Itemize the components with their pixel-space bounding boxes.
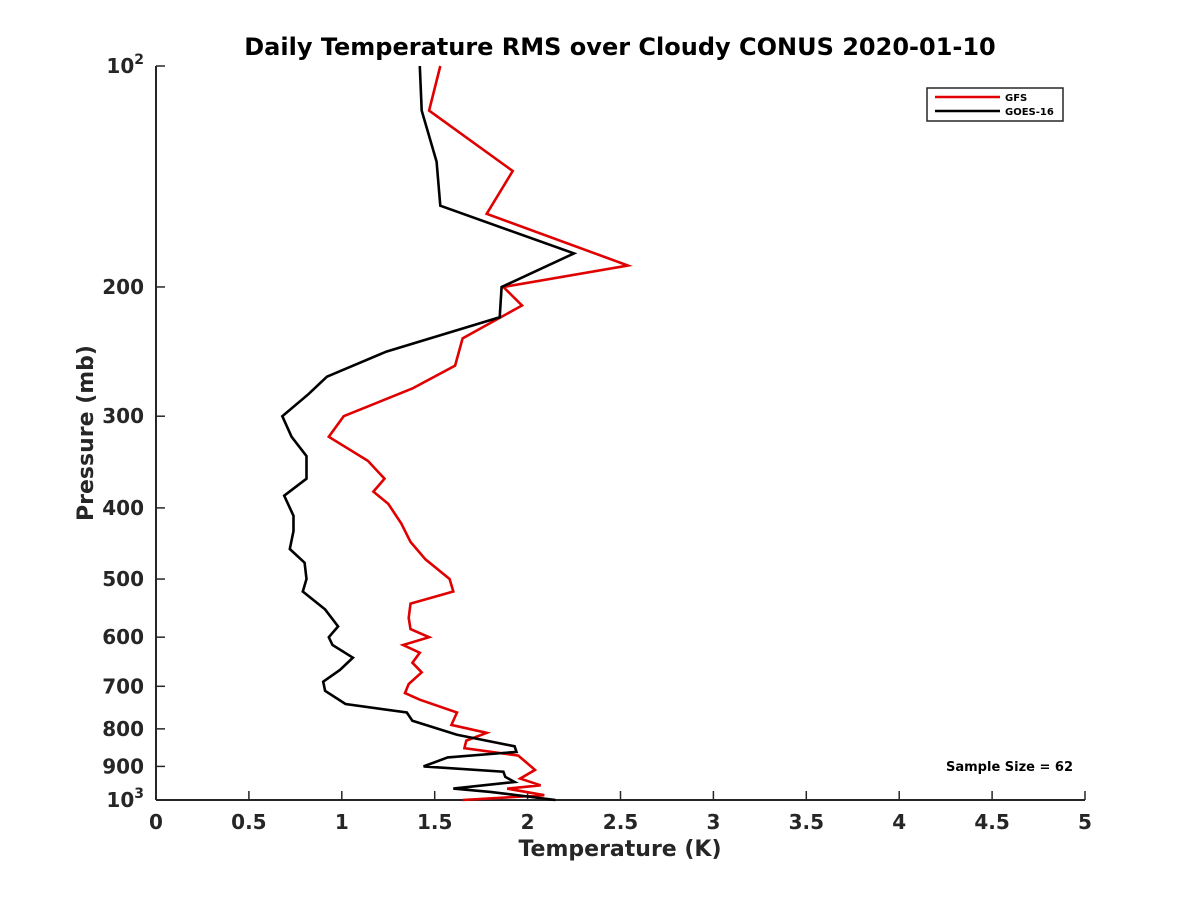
y-tick-label: 500 [102, 567, 144, 591]
series-group [280, 65, 633, 802]
x-tick-label: 5 [1078, 810, 1092, 834]
y-tick-label: 400 [102, 496, 144, 520]
y-axis-label: Pressure (mb) [74, 345, 99, 521]
x-tick-label: 4 [892, 810, 906, 834]
x-tick-label: 3 [706, 810, 720, 834]
series-line-goes16 [280, 65, 578, 802]
series-line-gfs [326, 65, 633, 802]
x-axis-label: Temperature (K) [518, 837, 721, 862]
x-tick-label: 0.5 [231, 810, 266, 834]
y-tick-label: 300 [102, 404, 144, 428]
legend-box [926, 87, 1064, 122]
x-tick-label: 4.5 [974, 810, 1009, 834]
y-tick-label: 800 [102, 717, 144, 741]
y-tick-label: 103 [106, 786, 144, 812]
y-ticks: 102 200 300 400 500 600 700 800 900 103 [102, 52, 165, 812]
x-tick-label: 1.5 [417, 810, 452, 834]
y-tick-label: 900 [102, 754, 144, 778]
y-tick-label: 102 [106, 52, 144, 78]
y-tick-label: 600 [102, 625, 144, 649]
y-tick-label: 200 [102, 275, 144, 299]
legend-label-gfs: GFS [1005, 93, 1027, 104]
x-tick-label: 0 [149, 810, 163, 834]
x-tick-label: 2 [521, 810, 535, 834]
legend-label-goes16: GOES-16 [1005, 107, 1054, 118]
plot-area: 0 0.5 1 1.5 2 2.5 3 3.5 4 4.5 5 102 200 300 400 500 600… [102, 52, 1092, 834]
x-tick-label: 2.5 [603, 810, 638, 834]
x-ticks: 0 0.5 1 1.5 2 2.5 3 3.5 4 4.5 5 [149, 791, 1092, 834]
legend: GFS GOES-16 [926, 87, 1064, 122]
x-tick-label: 1 [335, 810, 349, 834]
x-tick-label: 3.5 [789, 810, 824, 834]
y-tick-label: 700 [102, 674, 144, 698]
sample-size-annotation: Sample Size = 62 [946, 760, 1073, 775]
chart-title: Daily Temperature RMS over Cloudy CONUS … [244, 33, 996, 61]
